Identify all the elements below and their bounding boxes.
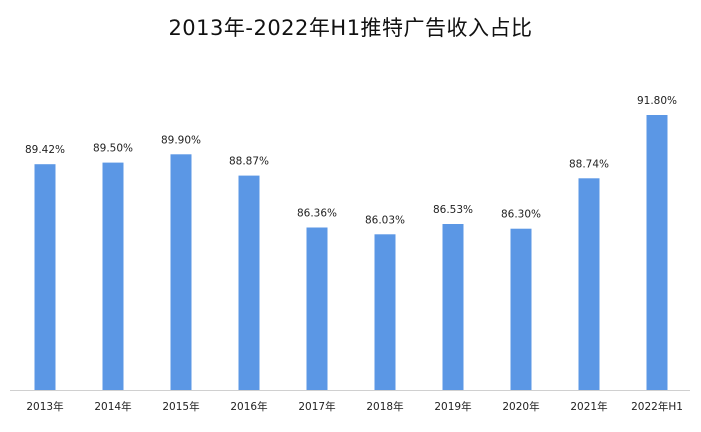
data-label-2017年: 86.36% bbox=[297, 208, 337, 220]
data-label-2020年: 86.30% bbox=[501, 209, 541, 221]
x-tick-label-2020年: 2020年 bbox=[502, 400, 539, 413]
bar-2018年 bbox=[374, 234, 396, 390]
bar-2016年 bbox=[238, 175, 260, 390]
data-label-2021年: 88.74% bbox=[569, 158, 609, 170]
bar-2015年 bbox=[170, 154, 192, 390]
x-tick-labels-layer: 2013年 2014年 2015年 2016年 2017年 2018年 2019年 2020年… bbox=[26, 400, 683, 413]
data-label-2016年: 88.87% bbox=[229, 156, 269, 168]
x-tick-label-2017年: 2017年 bbox=[298, 400, 335, 413]
bar-2014年 bbox=[102, 162, 124, 390]
bar-2019年 bbox=[442, 224, 464, 390]
x-tick-label-2013年: 2013年 bbox=[26, 400, 63, 413]
data-label-2013年: 89.42% bbox=[25, 144, 65, 156]
x-tick-label-2015年: 2015年 bbox=[162, 400, 199, 413]
bar-2017年 bbox=[306, 227, 328, 390]
x-tick-label-2022年H1: 2022年H1 bbox=[631, 400, 683, 413]
x-tick-label-2018年: 2018年 bbox=[366, 400, 403, 413]
bar-2022年H1 bbox=[646, 115, 668, 390]
data-labels-layer: 89.42% 89.50% 89.90% 88.87% 86.36% 86.03% 86.5… bbox=[25, 95, 677, 226]
data-label-2019年: 86.53% bbox=[433, 204, 473, 216]
bars-layer bbox=[34, 115, 668, 390]
x-tick-label-2021年: 2021年 bbox=[570, 400, 607, 413]
data-label-2018年: 86.03% bbox=[365, 214, 405, 226]
chart-title: 2013年-2022年H1推特广告收入占比 bbox=[168, 16, 533, 40]
data-label-2022年H1: 91.80% bbox=[637, 95, 677, 107]
x-tick-label-2016年: 2016年 bbox=[230, 400, 267, 413]
bar-2021年 bbox=[578, 178, 600, 390]
bar-2020年 bbox=[510, 228, 532, 390]
data-label-2014年: 89.50% bbox=[93, 143, 133, 155]
x-tick-label-2014年: 2014年 bbox=[94, 400, 131, 413]
x-tick-label-2019年: 2019年 bbox=[434, 400, 471, 413]
data-label-2015年: 89.90% bbox=[161, 134, 201, 146]
bar-2013年 bbox=[34, 164, 56, 390]
